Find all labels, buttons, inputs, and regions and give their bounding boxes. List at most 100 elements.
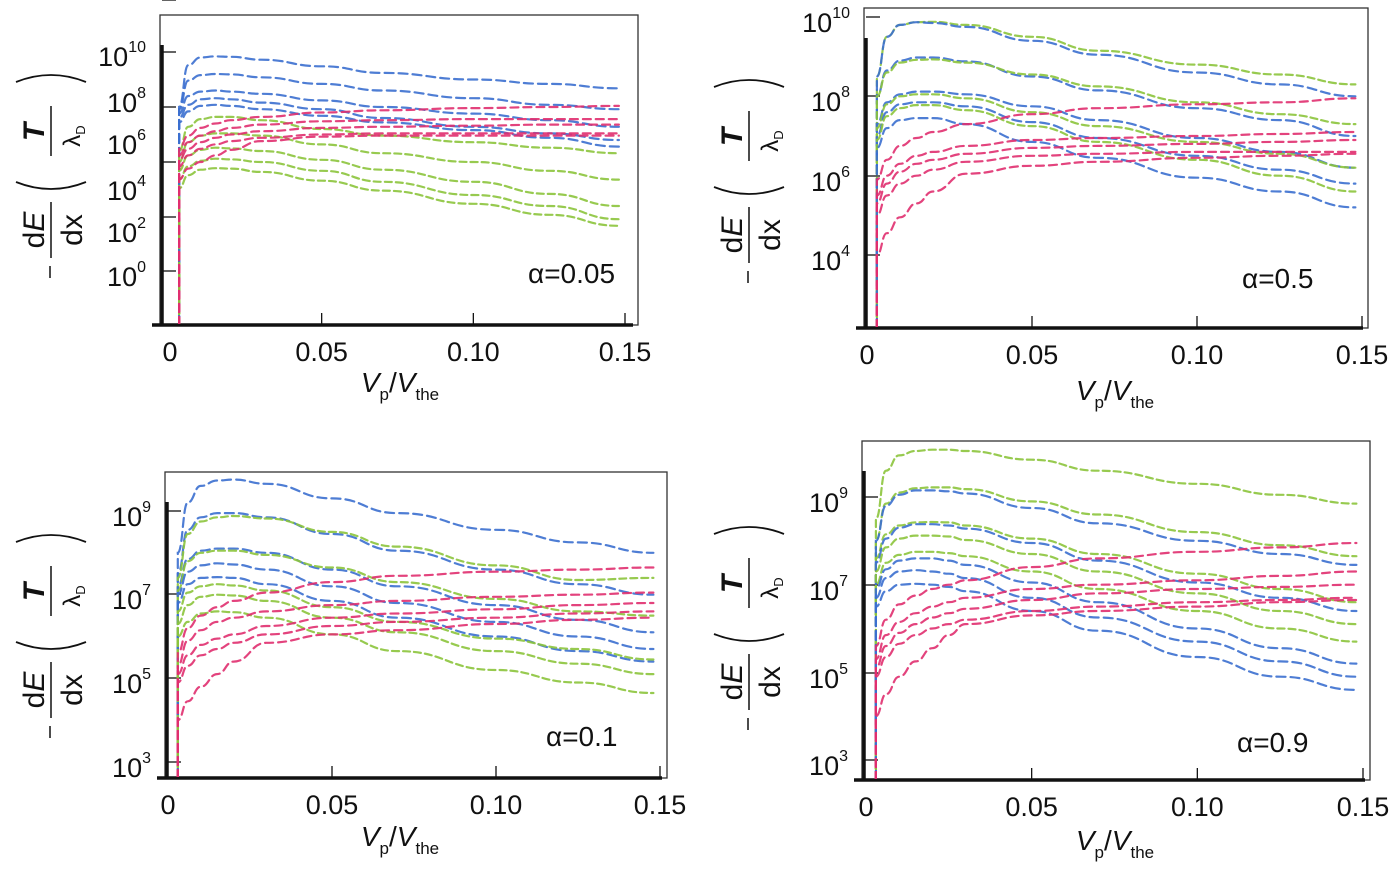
- series-line-green-4: [176, 593, 655, 777]
- series-line-pink-4: [178, 132, 620, 324]
- y-tick-label: 102: [107, 215, 146, 248]
- series-line-pink-5: [874, 598, 1358, 779]
- curves: [176, 478, 655, 777]
- series-line-pink-1: [875, 97, 1357, 327]
- series-line-blue-2: [178, 72, 620, 324]
- y-tick-label: 109: [112, 499, 151, 532]
- series-line-blue-4: [178, 97, 620, 324]
- y-tick-label: 106: [811, 164, 850, 197]
- panel-top-left: 0 0.05 0.10 0.15 1010 108 106 104 102 100 α=0.05 Vp…: [15, 0, 651, 404]
- curves: [874, 448, 1358, 779]
- curves: [178, 55, 620, 324]
- series-line-green-4: [178, 157, 620, 324]
- series-line-blue-1: [875, 21, 1357, 327]
- series-line-pink-5: [875, 152, 1357, 327]
- series-line-pink-3: [176, 601, 655, 777]
- series-line-pink-4: [176, 610, 655, 777]
- x-tick-label: 0: [162, 337, 177, 367]
- series-line-pink-3: [875, 138, 1357, 327]
- series-line-blue-5: [875, 117, 1357, 327]
- series-line-green-2: [874, 486, 1358, 779]
- x-tick-label: 0.05: [295, 337, 348, 367]
- alpha-annotation: α=0.9: [1237, 727, 1308, 758]
- y-axis-label: dE dx T λD: [713, 526, 787, 730]
- x-tick-label: 0.15: [1336, 340, 1389, 370]
- series-line-green-3: [874, 520, 1358, 779]
- alpha-annotation: α=0.5: [1242, 263, 1313, 294]
- series-line-blue-3: [178, 89, 620, 324]
- x-tick-label: 0.05: [306, 790, 359, 820]
- x-tick-label: 0.15: [1337, 792, 1390, 822]
- x-tick-label: 0.10: [1171, 340, 1224, 370]
- series-line-green-3: [875, 93, 1357, 327]
- alpha-annotation: α=0.05: [528, 258, 615, 289]
- y-tick-label: 104: [107, 173, 146, 206]
- y-tick-label: 103: [809, 748, 848, 781]
- series-line-green-2: [176, 549, 655, 777]
- series-line-pink-3: [874, 583, 1358, 779]
- svg-text:dE: dE: [716, 663, 749, 701]
- x-axis-label: Vp/Vthe: [1076, 375, 1154, 412]
- x-tick-label: 0: [160, 790, 175, 820]
- x-tick-label: 0.15: [634, 790, 687, 820]
- y-tick-label: 108: [811, 84, 850, 117]
- svg-text:dx: dx: [56, 674, 89, 706]
- series-line-blue-3: [874, 557, 1358, 779]
- svg-text:T: T: [716, 572, 749, 593]
- svg-text:dE: dE: [18, 211, 51, 249]
- y-tick-label: 105: [112, 666, 151, 699]
- series-line-green-1: [178, 115, 620, 324]
- series-line-pink-2: [176, 591, 655, 777]
- series-line-pink-4: [875, 150, 1357, 327]
- svg-text:λD: λD: [757, 577, 786, 598]
- series-line-pink-2: [874, 570, 1358, 779]
- y-axis-label: dE dx T λD: [713, 79, 787, 283]
- series-line-green-2: [178, 132, 620, 324]
- x-tick-label: 0.10: [1171, 792, 1224, 822]
- series-line-green-3: [176, 583, 655, 777]
- series-line-blue-5: [874, 582, 1358, 779]
- svg-text:dE: dE: [18, 671, 51, 709]
- x-axis-label: Vp/Vthe: [1076, 825, 1154, 862]
- y-tick-label: 107: [112, 582, 151, 615]
- series-line-pink-2: [875, 130, 1357, 327]
- series-line-pink-2: [178, 117, 620, 324]
- series-line-green-2: [875, 58, 1357, 327]
- series-line-blue-1: [874, 489, 1358, 779]
- series-line-blue-1: [178, 55, 620, 324]
- svg-text:λD: λD: [59, 125, 88, 146]
- svg-text:λD: λD: [59, 585, 88, 606]
- alpha-annotation: α=0.1: [546, 721, 617, 752]
- y-tick-label: 106: [107, 127, 146, 160]
- series-line-pink-1: [176, 566, 655, 777]
- series-line-green-5: [874, 550, 1358, 779]
- svg-text:dx: dx: [754, 666, 787, 698]
- series-line-blue-4: [875, 101, 1357, 327]
- y-tick-label: 1010: [802, 5, 850, 38]
- series-line-green-1: [874, 448, 1358, 779]
- x-axis-label: Vp/Vthe: [361, 367, 439, 404]
- series-line-blue-3: [875, 90, 1357, 327]
- y-tick-label: 100: [107, 259, 146, 292]
- series-line-blue-1: [176, 478, 655, 777]
- series-line-blue-4: [874, 569, 1358, 779]
- y-tick-label: 109: [809, 485, 848, 518]
- series-line-blue-2: [874, 523, 1358, 779]
- x-tick-label: 0: [859, 340, 874, 370]
- series-line-pink-1: [178, 104, 620, 324]
- x-axis-label: Vp/Vthe: [361, 821, 439, 858]
- x-tick-label: 0.05: [1005, 792, 1058, 822]
- series-line-pink-5: [178, 134, 620, 324]
- svg-text:dE: dE: [716, 216, 749, 254]
- y-axis-label: dE dx T λD: [15, 534, 89, 738]
- svg-text:λD: λD: [757, 130, 786, 151]
- series-line-green-3: [178, 146, 620, 324]
- panel-bottom-left: 0 0.05 0.10 0.15 109 107 105 103 α=0.1 Vp/Vthe dE d…: [15, 471, 687, 858]
- svg-text:T: T: [716, 125, 749, 146]
- x-tick-label: 0.05: [1006, 340, 1059, 370]
- series-line-blue-4: [176, 562, 655, 777]
- series-line-pink-1: [874, 541, 1358, 779]
- svg-text:dx: dx: [754, 219, 787, 251]
- x-tick-label: 0.10: [470, 790, 523, 820]
